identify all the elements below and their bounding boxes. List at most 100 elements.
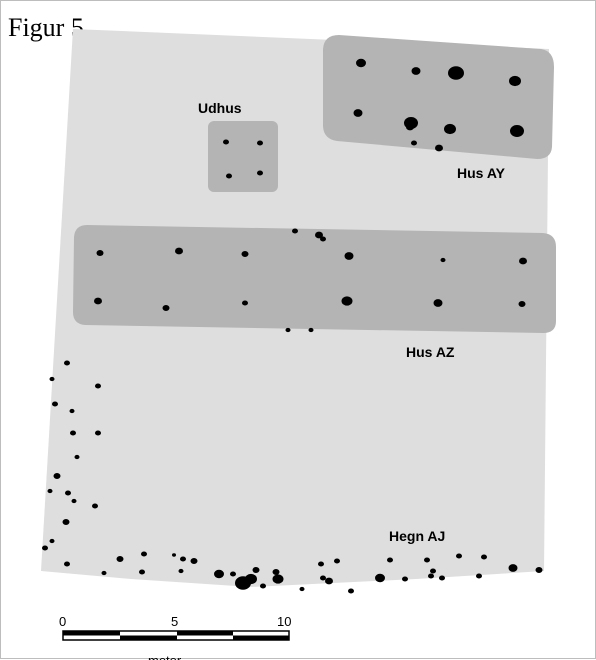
posthole: [402, 576, 408, 582]
posthole: [435, 144, 443, 152]
posthole: [95, 430, 101, 436]
posthole: [223, 139, 229, 145]
posthole: [242, 300, 248, 306]
posthole: [92, 503, 98, 509]
posthole: [334, 558, 340, 564]
posthole: [180, 556, 186, 562]
scale-tick-5: 5: [171, 614, 178, 629]
scale-seg-2: [120, 635, 177, 640]
posthole: [444, 123, 456, 135]
house-az-label: Hus AZ: [406, 344, 455, 360]
house-ay-label: Hus AY: [457, 165, 506, 181]
posthole: [53, 473, 61, 479]
posthole: [315, 231, 323, 239]
posthole: [508, 564, 518, 572]
figure-caption: Figur 5: [8, 13, 84, 42]
posthole: [65, 490, 71, 496]
posthole: [116, 556, 124, 562]
posthole: [64, 561, 70, 567]
outhouse-structure: [208, 121, 278, 192]
house-az-structure: [73, 225, 556, 333]
posthole: [519, 257, 527, 265]
posthole: [292, 228, 298, 234]
posthole: [272, 574, 284, 584]
posthole: [47, 488, 53, 494]
posthole: [440, 257, 446, 263]
posthole: [535, 567, 543, 573]
outhouse-label: Udhus: [198, 100, 242, 116]
posthole: [245, 573, 257, 585]
posthole: [424, 557, 430, 563]
posthole: [411, 67, 421, 75]
posthole: [70, 430, 76, 436]
posthole: [71, 498, 77, 504]
scale-tick-10: 10: [277, 614, 291, 629]
posthole: [94, 297, 102, 305]
scale-seg-4: [233, 635, 289, 640]
posthole: [439, 575, 445, 581]
scale-tick-0: 0: [59, 614, 66, 629]
posthole: [433, 299, 443, 307]
posthole: [49, 376, 55, 382]
posthole: [272, 569, 280, 575]
posthole: [49, 538, 55, 544]
posthole: [230, 571, 236, 577]
posthole: [509, 75, 521, 87]
posthole: [62, 519, 70, 525]
posthole: [476, 573, 482, 579]
posthole: [406, 123, 414, 131]
scale-seg-1: [63, 631, 120, 636]
posthole: [318, 561, 324, 567]
posthole: [42, 545, 48, 551]
fence-aj-label: Hegn AJ: [389, 528, 445, 544]
house-ay-structure: [323, 35, 554, 159]
posthole: [175, 247, 183, 255]
posthole: [260, 583, 266, 589]
posthole: [518, 301, 526, 307]
scale-bar: 0 5 10 meter: [59, 614, 291, 660]
posthole: [257, 170, 263, 176]
scale-unit: meter: [148, 653, 182, 660]
posthole: [320, 575, 326, 581]
posthole: [430, 568, 436, 574]
posthole: [356, 58, 366, 68]
posthole: [64, 360, 70, 366]
posthole: [325, 577, 333, 585]
posthole: [214, 569, 224, 579]
posthole: [101, 570, 107, 576]
posthole: [172, 553, 176, 557]
posthole: [344, 252, 354, 260]
posthole: [428, 573, 434, 579]
posthole: [308, 327, 314, 333]
posthole: [481, 554, 487, 560]
posthole: [95, 383, 101, 389]
posthole: [375, 573, 385, 583]
posthole: [257, 140, 263, 146]
posthole: [348, 588, 354, 594]
posthole: [353, 109, 363, 117]
posthole: [510, 125, 524, 137]
posthole: [456, 553, 462, 559]
posthole: [387, 557, 393, 563]
scale-seg-3: [177, 631, 233, 636]
posthole: [190, 558, 198, 564]
posthole: [178, 568, 184, 574]
posthole: [52, 401, 58, 407]
posthole: [96, 250, 104, 256]
posthole: [448, 66, 464, 80]
posthole: [141, 551, 147, 557]
posthole: [341, 296, 353, 306]
posthole: [74, 454, 80, 460]
posthole: [320, 236, 326, 242]
posthole: [139, 569, 145, 575]
posthole: [241, 251, 249, 257]
posthole: [162, 305, 170, 311]
posthole: [299, 586, 305, 592]
posthole: [252, 567, 260, 573]
posthole: [69, 408, 75, 414]
postholes-group: [42, 58, 543, 594]
posthole: [285, 327, 291, 333]
posthole: [226, 173, 232, 179]
